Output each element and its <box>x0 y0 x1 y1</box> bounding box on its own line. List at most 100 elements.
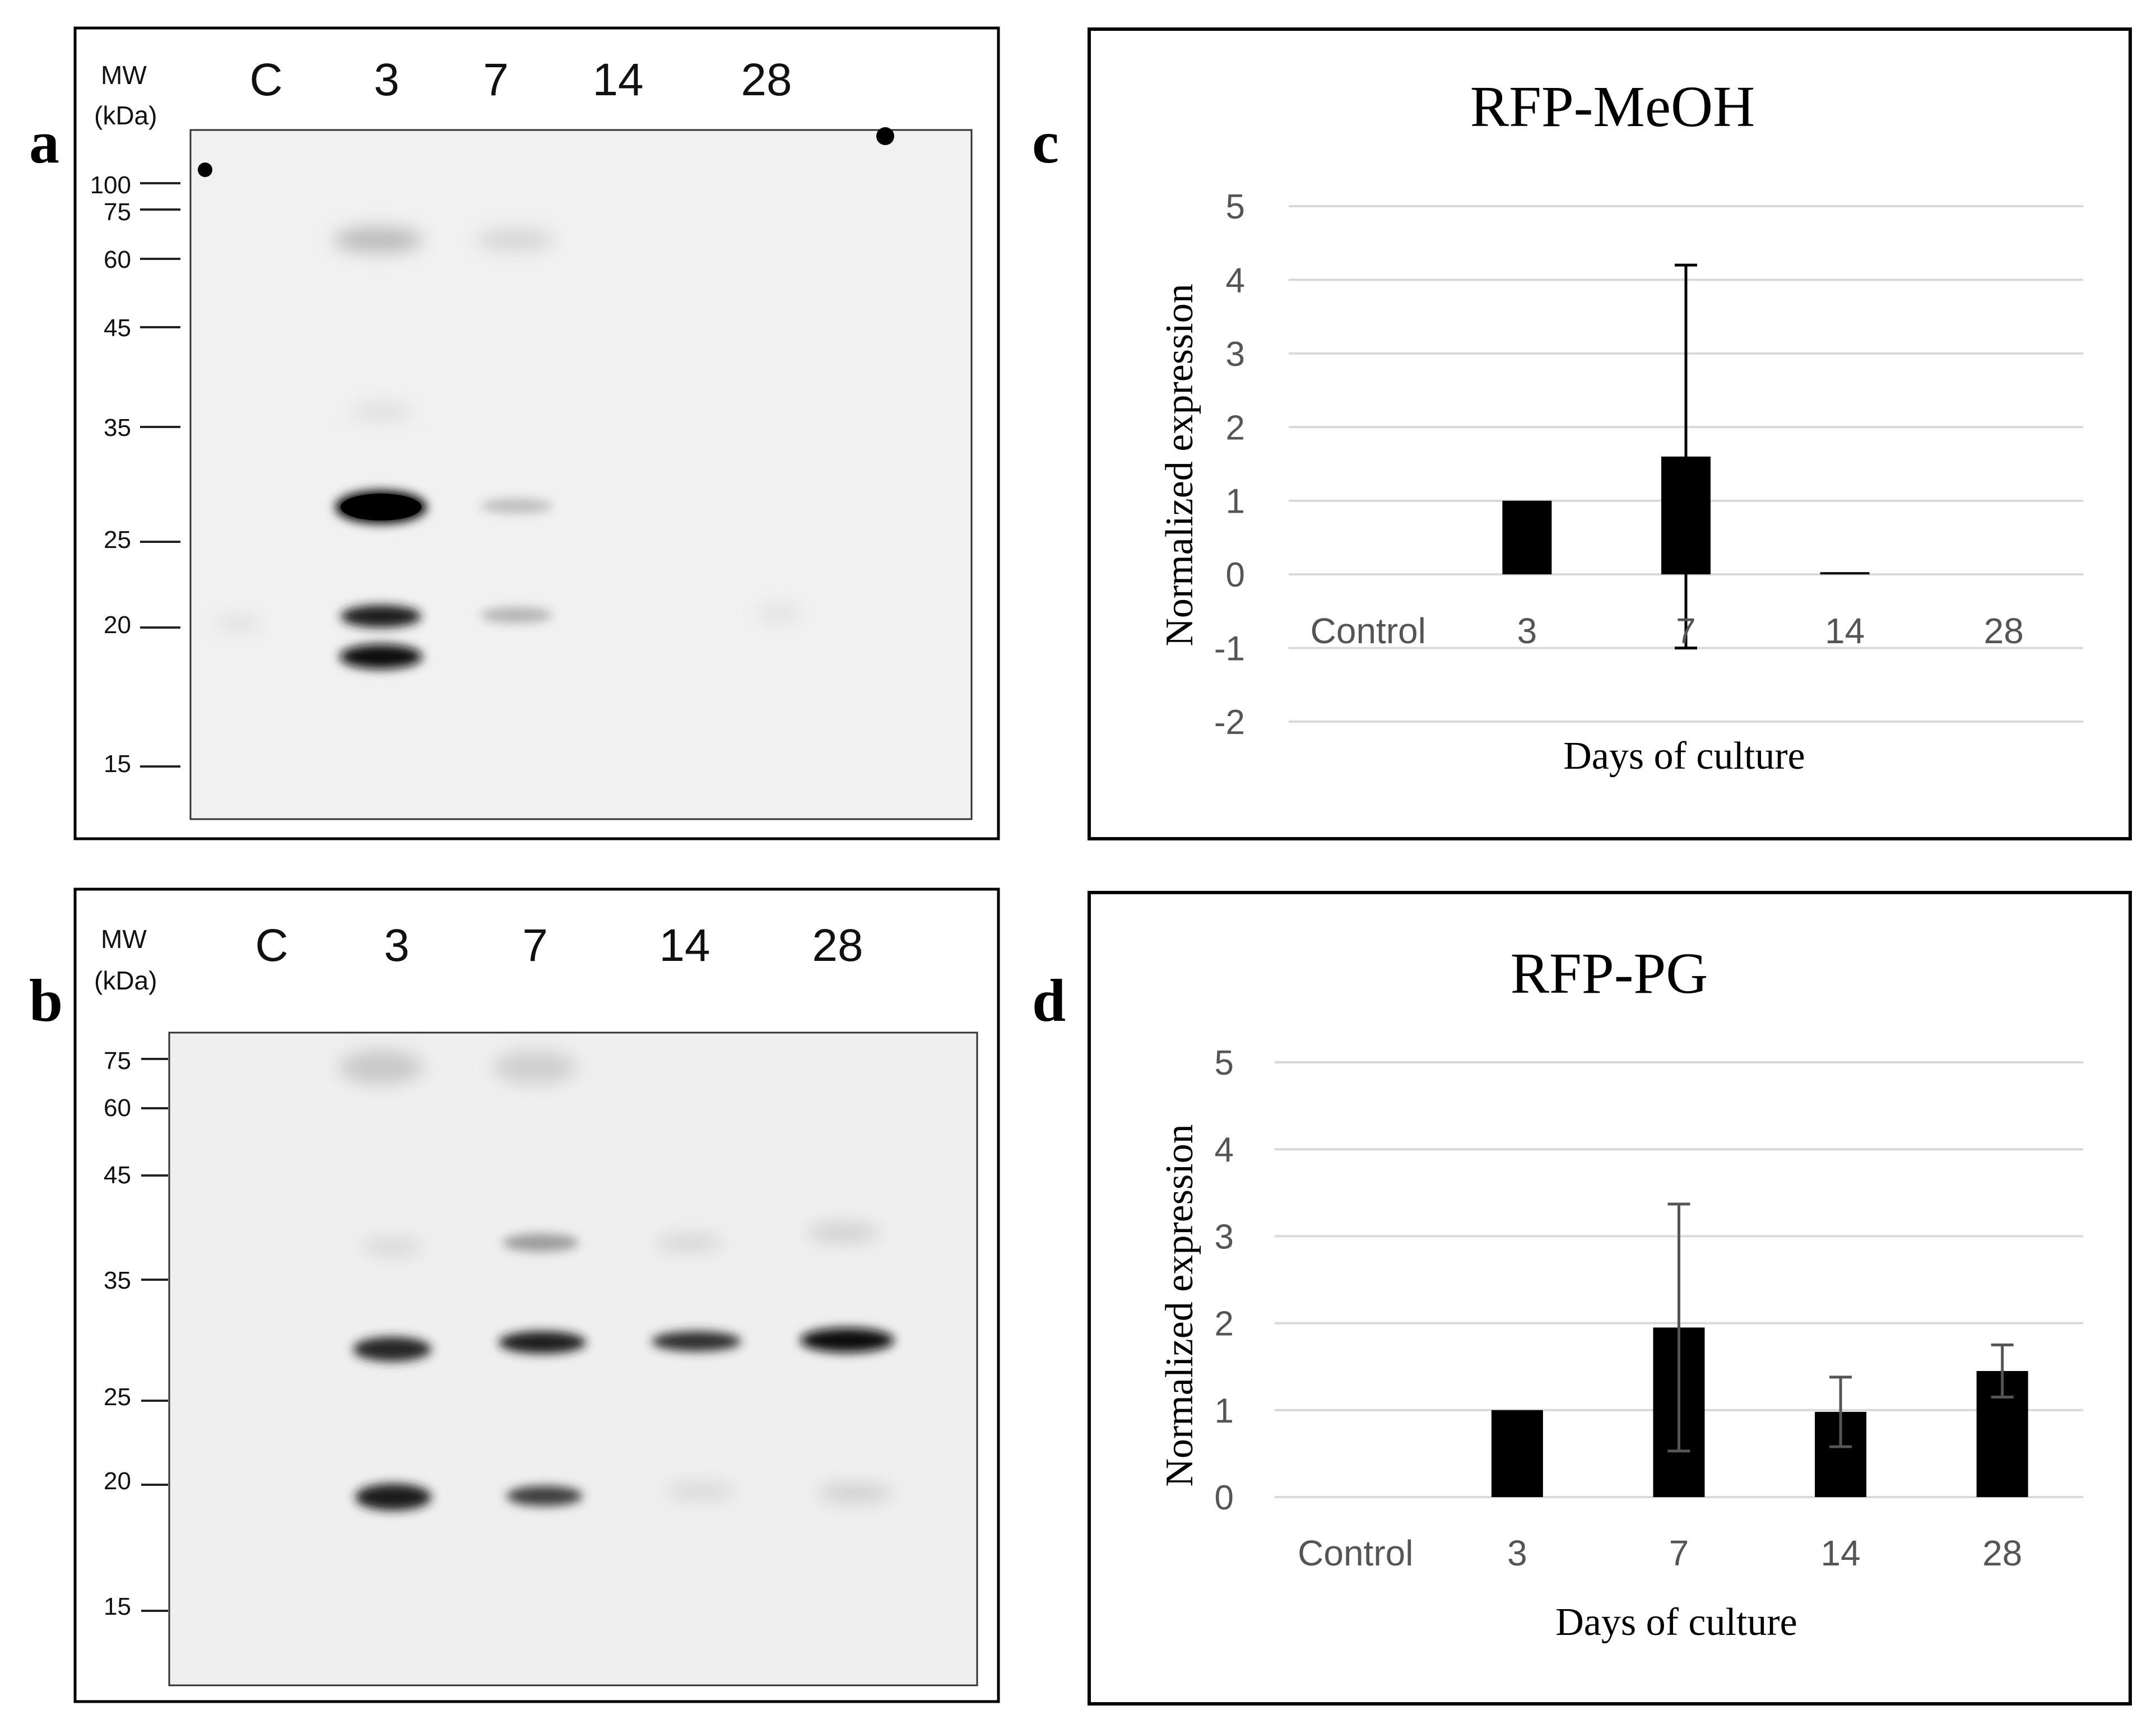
band <box>355 1484 431 1511</box>
chart-d-error-bars <box>1667 1202 2014 1453</box>
mw-marker-label: 35 <box>104 1267 131 1294</box>
blot-b-mw-header: MW <box>101 924 147 954</box>
band <box>339 1051 423 1084</box>
x-tick-label: 14 <box>1825 611 1865 651</box>
y-tick-label: 1 <box>1215 1392 1234 1430</box>
band <box>816 1484 893 1502</box>
mw-marker-label: 20 <box>104 611 131 639</box>
blot-b-membrane <box>168 1031 978 1686</box>
mw-marker-label: 35 <box>104 414 131 442</box>
blot-b: MW (kDa) C 3 7 14 28 75 60 45 35 25 20 1… <box>73 887 1000 1703</box>
panel-letter-c: c <box>1032 109 1059 176</box>
band <box>476 229 555 251</box>
band <box>481 607 552 623</box>
band <box>481 499 552 513</box>
chart-c-frame <box>1088 27 2132 840</box>
chart-d-title: RFP-PG <box>1511 941 1708 1006</box>
chart-d-x-ticks: Control 3 7 14 28 <box>1298 1533 2022 1573</box>
mw-marker-label: 15 <box>104 1593 131 1620</box>
mw-marker-label: 25 <box>104 1383 131 1411</box>
band <box>807 1223 880 1243</box>
chart-d-xlabel: Days of culture <box>1555 1601 1797 1644</box>
blot-a-mw-header: MW <box>101 61 147 90</box>
band <box>350 404 412 420</box>
y-tick-label: 4 <box>1226 261 1245 300</box>
chart-c: RFP-MeOH Normalized expression Days of c… <box>1088 27 2132 840</box>
y-tick-label: 4 <box>1215 1131 1234 1169</box>
mw-marker-label: 20 <box>104 1467 131 1495</box>
y-tick-label: -1 <box>1214 630 1245 668</box>
chart-c-y-ticks: -2 -1 0 1 2 3 4 5 <box>1214 188 1245 742</box>
blot-a-lane-label: C <box>249 54 282 105</box>
y-tick-label: 0 <box>1215 1479 1234 1517</box>
band <box>361 1239 423 1254</box>
blot-speck <box>876 127 894 145</box>
band <box>666 1483 735 1500</box>
band <box>216 615 261 631</box>
band <box>499 1331 586 1354</box>
chart-c-error-bars <box>1675 263 1697 650</box>
chart-d: RFP-PG Normalized expression Days of cul… <box>1088 891 2132 1706</box>
blot-a-membrane <box>189 129 973 820</box>
panel-letter-d: d <box>1032 968 1066 1034</box>
y-tick-label: 2 <box>1215 1305 1234 1344</box>
y-tick-label: 5 <box>1215 1044 1234 1082</box>
x-tick-label: 28 <box>1984 611 2024 651</box>
band <box>340 644 422 669</box>
x-tick-label: 7 <box>1676 611 1696 651</box>
chart-d-ylabel: Normalized expression <box>1158 1124 1201 1486</box>
y-tick-label: 3 <box>1226 335 1245 374</box>
y-tick-label: 5 <box>1226 188 1245 226</box>
panel-letter-a: a <box>29 109 59 176</box>
band <box>493 1051 577 1084</box>
x-tick-label: Control <box>1298 1533 1413 1573</box>
mw-marker-label: 25 <box>104 526 131 554</box>
blot-b-bands <box>339 1051 894 1511</box>
band <box>507 1486 583 1506</box>
blot-a-lane-label: 14 <box>592 54 643 105</box>
mw-marker-label: 100 <box>90 171 131 199</box>
panel-letter-b: b <box>29 968 63 1034</box>
chart-c-x-ticks: Control 3 7 14 28 <box>1311 611 2024 651</box>
x-tick-label: 3 <box>1507 1533 1527 1573</box>
blot-a-mw-ladder: 100 75 60 45 35 25 20 15 <box>90 171 180 778</box>
mw-marker-label: 45 <box>104 1161 131 1189</box>
band <box>652 1331 741 1351</box>
y-tick-label: 0 <box>1226 556 1245 594</box>
chart-d-bars <box>1491 1327 2028 1497</box>
mw-marker-label: 60 <box>104 246 131 273</box>
chart-d-frame <box>1088 891 2132 1706</box>
x-tick-label: Control <box>1311 611 1426 651</box>
mw-marker-label: 45 <box>104 314 131 342</box>
bar <box>1491 1410 1543 1497</box>
chart-c-xlabel: Days of culture <box>1563 735 1805 778</box>
chart-d-y-ticks: 0 1 2 3 4 5 <box>1215 1044 1234 1517</box>
x-tick-label: 7 <box>1669 1533 1689 1573</box>
blot-b-lane-label: 7 <box>522 920 548 971</box>
y-tick-label: 2 <box>1226 408 1245 447</box>
blot-b-lane-label: 28 <box>812 920 863 971</box>
mw-marker-label: 60 <box>104 1094 131 1122</box>
mw-marker-label: 75 <box>104 198 131 226</box>
blot-b-mw-ladder: 75 60 45 35 25 20 15 <box>104 1047 168 1620</box>
x-tick-label: 3 <box>1517 611 1537 651</box>
band <box>341 494 421 521</box>
blot-a-lane-label: 28 <box>741 54 792 105</box>
blot-a-bands <box>198 127 894 669</box>
blot-b-lane-label: C <box>255 920 288 971</box>
x-tick-label: 14 <box>1821 1533 1861 1573</box>
blot-a: MW (kDa) C 3 7 14 28 100 75 60 45 35 25 … <box>73 26 1000 840</box>
mw-marker-label: 15 <box>104 750 131 778</box>
blot-b-mw-unit: (kDa) <box>94 966 157 995</box>
blot-a-lane-label: 7 <box>483 54 509 105</box>
chart-c-title: RFP-MeOH <box>1470 75 1755 139</box>
band <box>341 605 421 628</box>
y-tick-label: -2 <box>1214 703 1245 742</box>
band <box>333 227 423 252</box>
mw-marker-label: 75 <box>104 1047 131 1075</box>
band <box>503 1234 579 1252</box>
band <box>656 1235 723 1251</box>
blot-speck <box>198 162 212 177</box>
